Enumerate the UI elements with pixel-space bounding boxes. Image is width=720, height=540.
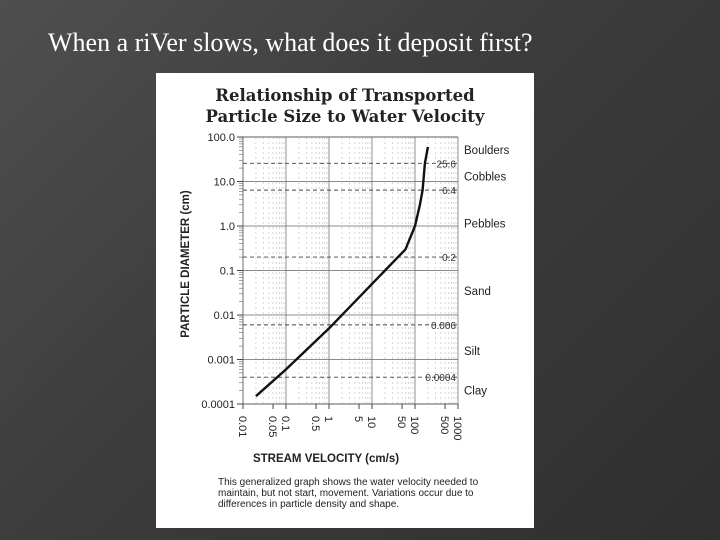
x-tick-label: 0.01 [236, 416, 248, 437]
size-boundary-label: 0.006 [431, 321, 456, 332]
x-tick-label: 10 [365, 416, 377, 428]
y-tick-label: 100.0 [207, 132, 235, 144]
size-boundary-label: 25.6 [437, 159, 457, 170]
size-boundary-label: 6.4 [442, 186, 456, 197]
chart-caption: This generalized graph shows the water v… [218, 477, 479, 510]
x-tick-label: 5 [352, 416, 364, 422]
size-class-label: Boulders [464, 145, 510, 157]
size-class-label: Pebbles [464, 219, 506, 231]
size-class-label: Cobbles [464, 172, 506, 184]
x-tick-label: 500 [438, 416, 450, 434]
velocity-curve [255, 146, 430, 398]
size-class-label: Silt [464, 346, 481, 358]
slide-title: When a riVer slows, what does it deposit… [48, 28, 533, 57]
y-axis-label: PARTICLE DIAMETER (cm) [180, 190, 192, 338]
chart-svg: 25.6 6.4 0.2 0.006 0.0004 0.0001 0.001 0.01 0.1… [180, 132, 510, 465]
y-tick-label: 0.1 [220, 266, 235, 278]
x-tick-label: 100 [408, 416, 420, 434]
x-tick-label: 1000 [451, 416, 463, 440]
chart-title-line-1: Relationship of Transported [215, 86, 475, 105]
x-tick-label: 50 [395, 416, 407, 428]
size-boundary-label: 0.0004 [425, 373, 456, 384]
x-tick-label: 0.05 [266, 416, 278, 437]
size-class-label: Clay [464, 386, 487, 398]
y-tick-label: 0.001 [207, 355, 235, 367]
chart-title: Relationship of Transported Particle Siz… [156, 85, 534, 127]
chart-figure: Relationship of Transported Particle Siz… [156, 73, 534, 528]
x-axis-label: STREAM VELOCITY (cm/s) [253, 453, 399, 465]
x-tick-label: 0.5 [309, 416, 321, 431]
y-tick-label: 10.0 [214, 177, 235, 189]
y-tick-label: 1.0 [220, 221, 235, 233]
y-tick-label: 0.01 [214, 310, 235, 322]
x-tick-label: 1 [322, 416, 334, 422]
size-class-label: Sand [464, 286, 491, 298]
size-boundary-label: 0.2 [442, 253, 456, 264]
y-tick-label: 0.0001 [201, 399, 235, 411]
chart-title-line-2: Particle Size to Water Velocity [205, 107, 485, 126]
x-tick-label: 0.1 [279, 416, 291, 431]
